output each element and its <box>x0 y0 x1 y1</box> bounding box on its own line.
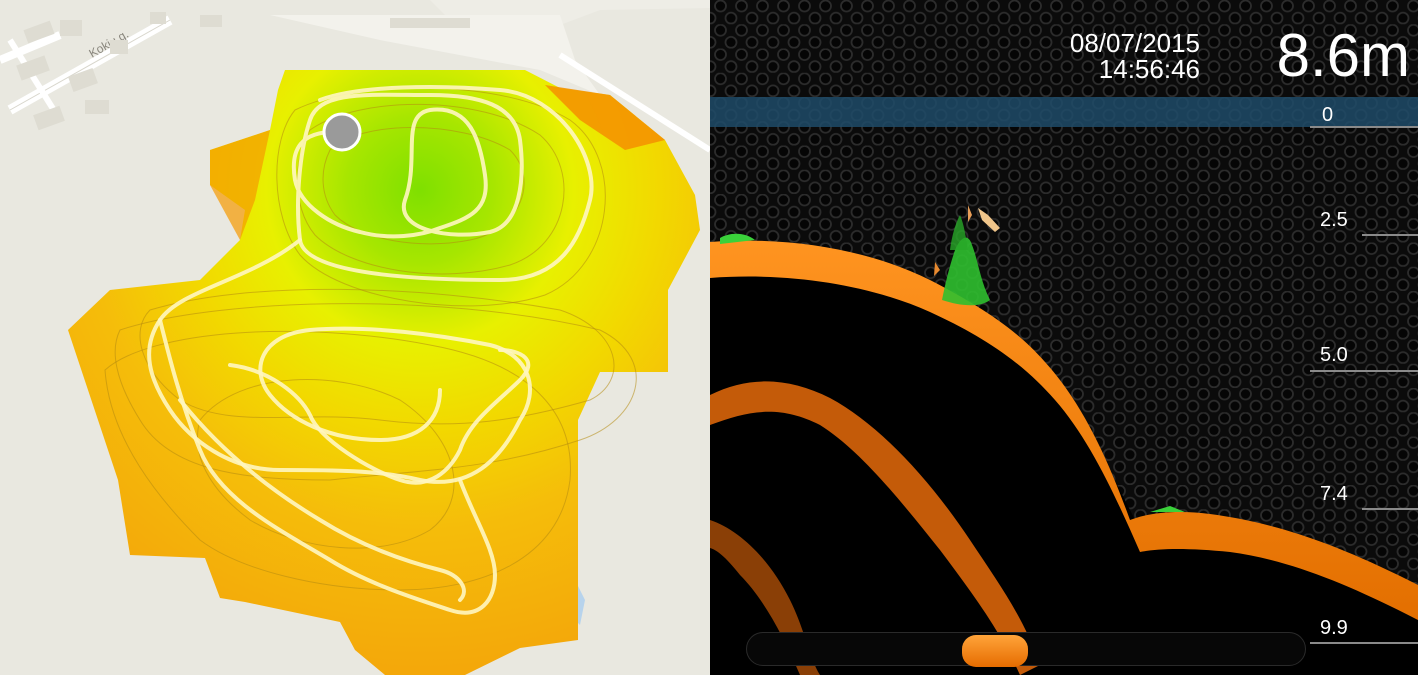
depth-surface <box>68 70 700 675</box>
survey-track <box>147 85 594 615</box>
scale-tick-4 <box>1310 642 1418 644</box>
scale-tick-0 <box>1310 126 1418 128</box>
sonar-view[interactable]: 08/07/2015 14:56:46 8.6m 0 2.5 5.0 7.4 9… <box>710 0 1418 675</box>
current-depth: 8.6m <box>1276 22 1410 89</box>
scale-tick-2 <box>1310 370 1418 372</box>
fish-echoes <box>720 205 1185 512</box>
timestamp: 08/07/2015 14:56:46 <box>1010 30 1200 82</box>
time-text: 14:56:46 <box>1098 54 1200 84</box>
buildings <box>16 12 470 131</box>
history-scroll-handle[interactable] <box>962 635 1028 667</box>
scale-label-0: 0 <box>1322 104 1334 126</box>
scale-label-3: 7.4 <box>1320 483 1348 505</box>
scale-tick-1 <box>1362 234 1418 236</box>
scale-label-4: 9.9 <box>1320 617 1348 639</box>
scale-label-2: 5.0 <box>1320 344 1348 366</box>
surface-band <box>710 97 1418 127</box>
date-text: 08/07/2015 <box>1069 28 1200 58</box>
current-position-marker[interactable] <box>322 112 362 152</box>
scale-tick-3 <box>1362 508 1418 510</box>
bottom-echo <box>710 240 1418 621</box>
map-canvas: Kokių g. <box>0 12 710 675</box>
bathymetry-map[interactable]: Kokių g. <box>0 0 710 675</box>
scale-label-1: 2.5 <box>1320 209 1348 231</box>
